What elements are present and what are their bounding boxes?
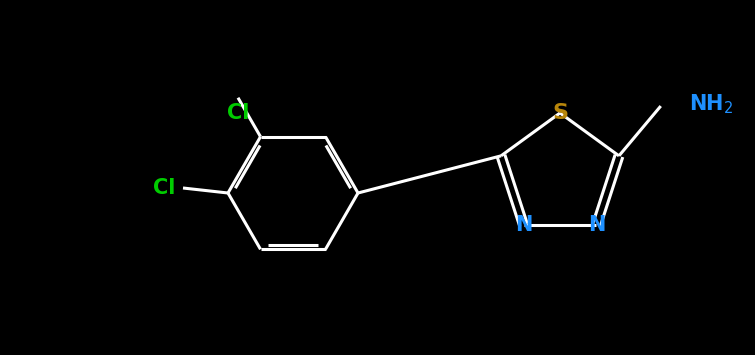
Text: Cl: Cl: [226, 103, 249, 123]
Text: N: N: [587, 215, 605, 235]
Text: Cl: Cl: [153, 178, 175, 198]
Text: NH$_2$: NH$_2$: [689, 92, 733, 116]
Text: N: N: [515, 215, 532, 235]
Text: S: S: [552, 103, 568, 123]
